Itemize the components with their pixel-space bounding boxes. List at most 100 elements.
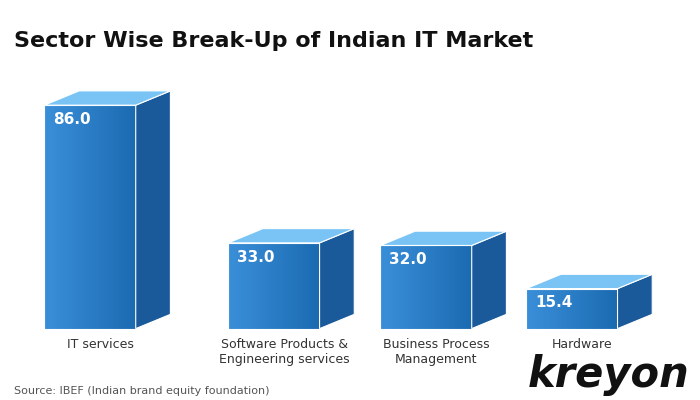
Polygon shape — [437, 246, 438, 329]
Polygon shape — [429, 246, 430, 329]
Polygon shape — [318, 243, 320, 329]
Polygon shape — [288, 243, 289, 329]
Polygon shape — [64, 105, 66, 329]
Polygon shape — [49, 105, 50, 329]
Polygon shape — [606, 289, 607, 329]
Polygon shape — [119, 105, 120, 329]
Polygon shape — [587, 289, 589, 329]
Polygon shape — [72, 105, 74, 329]
Polygon shape — [266, 243, 268, 329]
Polygon shape — [257, 243, 259, 329]
Polygon shape — [306, 243, 307, 329]
Polygon shape — [526, 289, 528, 329]
Polygon shape — [300, 243, 301, 329]
Polygon shape — [108, 105, 110, 329]
Polygon shape — [96, 105, 98, 329]
Polygon shape — [120, 105, 122, 329]
Polygon shape — [547, 289, 549, 329]
Polygon shape — [122, 105, 123, 329]
Polygon shape — [239, 243, 241, 329]
Text: Software Products &
Engineering services: Software Products & Engineering services — [219, 338, 349, 366]
Polygon shape — [380, 246, 382, 329]
Polygon shape — [130, 105, 131, 329]
Polygon shape — [563, 289, 564, 329]
Polygon shape — [289, 243, 290, 329]
Polygon shape — [262, 243, 263, 329]
Polygon shape — [79, 105, 81, 329]
Polygon shape — [580, 289, 581, 329]
Polygon shape — [303, 243, 304, 329]
Polygon shape — [60, 105, 61, 329]
Polygon shape — [394, 246, 395, 329]
Polygon shape — [599, 289, 601, 329]
Polygon shape — [414, 246, 415, 329]
Polygon shape — [403, 246, 405, 329]
Polygon shape — [472, 231, 506, 329]
Polygon shape — [46, 105, 48, 329]
Polygon shape — [382, 246, 384, 329]
Polygon shape — [136, 91, 170, 329]
Polygon shape — [81, 105, 83, 329]
Polygon shape — [426, 246, 428, 329]
Polygon shape — [589, 289, 590, 329]
Polygon shape — [131, 105, 133, 329]
Polygon shape — [63, 105, 64, 329]
Polygon shape — [309, 243, 310, 329]
Polygon shape — [549, 289, 551, 329]
Polygon shape — [102, 105, 104, 329]
Polygon shape — [301, 243, 303, 329]
Polygon shape — [251, 243, 253, 329]
Text: 86.0: 86.0 — [53, 112, 91, 127]
Polygon shape — [242, 243, 244, 329]
Polygon shape — [567, 289, 569, 329]
Text: 32.0: 32.0 — [389, 252, 427, 267]
Polygon shape — [295, 243, 297, 329]
Polygon shape — [569, 289, 570, 329]
Polygon shape — [320, 228, 354, 329]
Polygon shape — [455, 246, 456, 329]
Polygon shape — [280, 243, 281, 329]
Polygon shape — [263, 243, 265, 329]
Polygon shape — [54, 105, 55, 329]
Polygon shape — [570, 289, 572, 329]
Polygon shape — [101, 105, 102, 329]
Polygon shape — [236, 243, 237, 329]
Polygon shape — [463, 246, 464, 329]
Text: Business Process
Management: Business Process Management — [383, 338, 490, 366]
Polygon shape — [595, 289, 596, 329]
Polygon shape — [542, 289, 543, 329]
Polygon shape — [406, 246, 408, 329]
Polygon shape — [316, 243, 318, 329]
Polygon shape — [428, 246, 429, 329]
Polygon shape — [556, 289, 558, 329]
Polygon shape — [459, 246, 461, 329]
Polygon shape — [552, 289, 554, 329]
Polygon shape — [608, 289, 610, 329]
Polygon shape — [446, 246, 447, 329]
Polygon shape — [290, 243, 292, 329]
Polygon shape — [125, 105, 127, 329]
Polygon shape — [272, 243, 274, 329]
Polygon shape — [400, 246, 402, 329]
Polygon shape — [534, 289, 536, 329]
Polygon shape — [447, 246, 449, 329]
Polygon shape — [390, 246, 391, 329]
Polygon shape — [83, 105, 84, 329]
Polygon shape — [98, 105, 99, 329]
Polygon shape — [105, 105, 107, 329]
Polygon shape — [75, 105, 76, 329]
Polygon shape — [410, 246, 411, 329]
Polygon shape — [555, 289, 556, 329]
Polygon shape — [529, 289, 531, 329]
Polygon shape — [275, 243, 277, 329]
Polygon shape — [441, 246, 443, 329]
Polygon shape — [528, 289, 529, 329]
Polygon shape — [405, 246, 406, 329]
Polygon shape — [314, 243, 315, 329]
Polygon shape — [449, 246, 450, 329]
Polygon shape — [604, 289, 606, 329]
Polygon shape — [538, 289, 540, 329]
Polygon shape — [615, 289, 616, 329]
Polygon shape — [384, 246, 385, 329]
Polygon shape — [128, 105, 130, 329]
